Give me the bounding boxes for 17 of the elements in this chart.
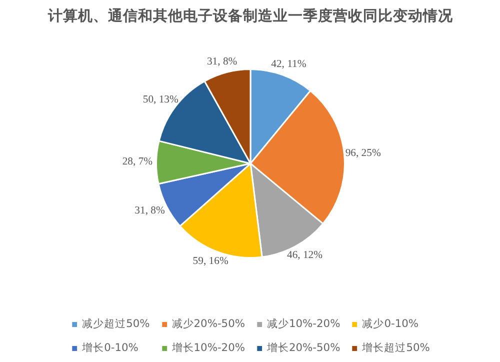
legend-label: 增长10%-20%	[172, 341, 245, 355]
legend-label: 减少10%-20%	[267, 317, 340, 331]
legend-label: 减少超过50%	[82, 317, 150, 331]
chart-title: 计算机、通信和其他电子设备制造业一季度营收同比变动情况	[47, 6, 454, 24]
legend-label: 减少20%-50%	[172, 317, 245, 331]
data-label: 50, 13%	[142, 94, 179, 106]
legend-label: 增长20%-50%	[267, 341, 340, 355]
data-label: 31, 8%	[206, 56, 238, 68]
legend-label: 增长超过50%	[362, 341, 430, 355]
data-label: 28, 7%	[122, 156, 153, 168]
data-label: 46, 12%	[286, 250, 323, 262]
data-label: 96, 25%	[345, 148, 381, 160]
legend-label: 减少0-10%	[362, 317, 419, 331]
data-label: 59, 16%	[192, 256, 228, 268]
data-label: 31, 8%	[134, 206, 165, 217]
legend-label: 增长0-10%	[82, 341, 138, 355]
data-label: 42, 11%	[271, 59, 306, 70]
